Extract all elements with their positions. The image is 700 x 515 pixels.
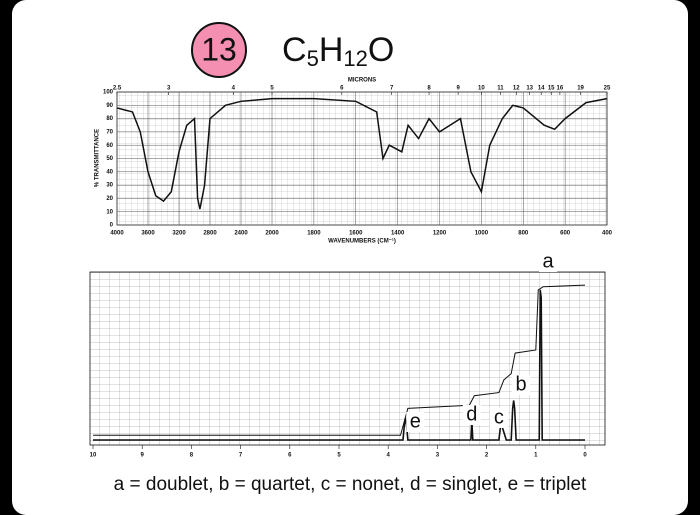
formula: C5H12O bbox=[282, 31, 394, 71]
y-tick-label: 30 bbox=[106, 183, 113, 189]
y-tick-label: 60 bbox=[106, 143, 113, 149]
formula-part: O bbox=[368, 31, 394, 69]
peak-label-bg bbox=[406, 412, 425, 432]
x2-tick-label: 15 bbox=[548, 86, 555, 92]
x2-tick-label: 16 bbox=[557, 86, 564, 92]
x-tick-label: 9 bbox=[141, 453, 145, 459]
x-tick-label: 0 bbox=[583, 453, 587, 459]
x-tick-label: 4000 bbox=[110, 231, 124, 237]
x-tick-label: 1000 bbox=[475, 231, 489, 237]
peak-label: e bbox=[410, 410, 421, 432]
caption: a = doublet, b = quartet, c = nonet, d =… bbox=[114, 474, 587, 495]
x2-tick-label: 9 bbox=[456, 86, 460, 92]
y-tick-label: 80 bbox=[106, 116, 113, 122]
x-tick-label: 5 bbox=[337, 453, 341, 459]
x-tick-label: 4 bbox=[387, 453, 391, 459]
x2-tick-label: 2.5 bbox=[113, 86, 122, 92]
x2-tick-label: 3 bbox=[167, 86, 171, 92]
x-tick-label: 1400 bbox=[391, 231, 405, 237]
problem-number: 13 bbox=[201, 31, 237, 67]
x2-axis-label: MICRONS bbox=[348, 78, 376, 84]
x-tick-label: 2000 bbox=[265, 231, 279, 237]
y-tick-label: 90 bbox=[106, 103, 113, 109]
x-tick-label: 800 bbox=[518, 231, 529, 237]
x2-tick-label: 8 bbox=[427, 86, 431, 92]
x2-tick-label: 4 bbox=[232, 86, 236, 92]
x-tick-label: 2 bbox=[485, 453, 489, 459]
x-tick-label: 3600 bbox=[141, 231, 155, 237]
x2-tick-label: 19 bbox=[577, 86, 584, 92]
peak-label: b bbox=[515, 373, 526, 395]
x2-tick-label: 11 bbox=[497, 86, 504, 92]
y-tick-label: 70 bbox=[106, 129, 113, 135]
y-tick-label: 0 bbox=[110, 223, 114, 229]
x2-tick-label: 7 bbox=[390, 86, 394, 92]
x-tick-label: 1600 bbox=[349, 231, 363, 237]
y-tick-label: 100 bbox=[103, 90, 114, 96]
x-tick-label: 3200 bbox=[172, 231, 186, 237]
peak-label-bg bbox=[489, 408, 508, 428]
x-tick-label: 1200 bbox=[433, 231, 447, 237]
x-tick-label: 600 bbox=[560, 231, 571, 237]
nmr-plot-area bbox=[89, 271, 606, 446]
x-tick-label: 10 bbox=[90, 453, 97, 459]
peak-label-bg bbox=[539, 252, 558, 272]
x-tick-label: 6 bbox=[288, 453, 292, 459]
x2-tick-label: 13 bbox=[526, 86, 533, 92]
y-tick-label: 10 bbox=[106, 209, 113, 215]
y-tick-label: 40 bbox=[106, 169, 113, 175]
x-tick-label: 2400 bbox=[234, 231, 248, 237]
peak-label: d bbox=[466, 403, 477, 425]
x2-tick-label: 5 bbox=[270, 86, 274, 92]
formula-part: 5 bbox=[307, 46, 319, 71]
x-axis-label: WAVENUMBERS (CM⁻¹) bbox=[328, 238, 396, 245]
x-tick-label: 1800 bbox=[307, 231, 321, 237]
peak-label-bg bbox=[462, 405, 481, 425]
peak-label-bg bbox=[512, 375, 531, 395]
integral-line bbox=[93, 284, 586, 436]
peak-label: c bbox=[494, 406, 504, 428]
ir-spectrum bbox=[116, 97, 608, 210]
formula-part: 12 bbox=[343, 46, 367, 71]
y-axis-label: % TRANSMITTANCE bbox=[95, 129, 101, 187]
formula-part: C bbox=[282, 31, 307, 69]
x2-tick-label: 6 bbox=[340, 86, 344, 92]
y-tick-label: 50 bbox=[106, 156, 113, 162]
x-tick-label: 8 bbox=[190, 453, 194, 459]
x2-tick-label: 14 bbox=[538, 86, 545, 92]
x2-tick-label: 12 bbox=[513, 86, 520, 92]
number-badge bbox=[191, 22, 247, 78]
peak-label: a bbox=[543, 250, 555, 272]
x-tick-label: 400 bbox=[602, 231, 613, 237]
x-tick-label: 1 bbox=[534, 453, 538, 459]
formula-part: H bbox=[319, 31, 344, 69]
x-tick-label: 3 bbox=[436, 453, 440, 459]
x-tick-label: 2800 bbox=[203, 231, 217, 237]
x2-tick-label: 10 bbox=[478, 86, 485, 92]
y-tick-label: 20 bbox=[106, 196, 113, 202]
x-tick-label: 7 bbox=[239, 453, 243, 459]
x2-tick-label: 25 bbox=[604, 86, 611, 92]
